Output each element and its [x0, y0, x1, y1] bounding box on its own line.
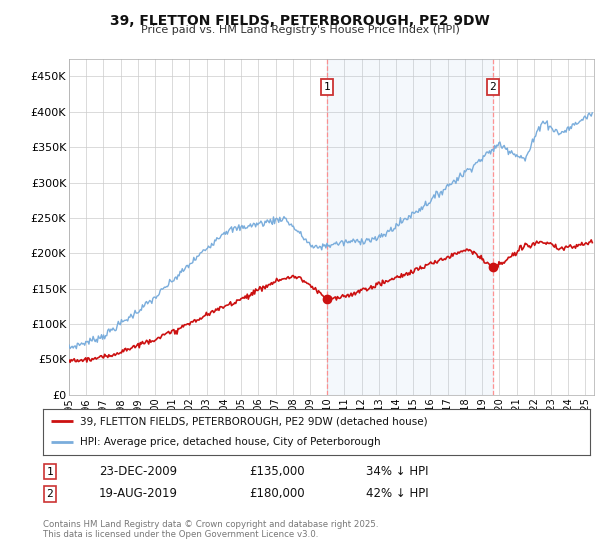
Text: 1: 1 — [323, 82, 330, 92]
Text: 19-AUG-2019: 19-AUG-2019 — [99, 487, 178, 501]
Text: 2: 2 — [490, 82, 496, 92]
Text: 2: 2 — [46, 489, 53, 499]
Text: 23-DEC-2009: 23-DEC-2009 — [99, 465, 177, 478]
Text: 42% ↓ HPI: 42% ↓ HPI — [366, 487, 428, 501]
Bar — [326, 59, 493, 395]
Text: £135,000: £135,000 — [249, 465, 305, 478]
Text: 1: 1 — [46, 466, 53, 477]
Text: HPI: Average price, detached house, City of Peterborough: HPI: Average price, detached house, City… — [80, 437, 381, 447]
Text: 39, FLETTON FIELDS, PETERBOROUGH, PE2 9DW: 39, FLETTON FIELDS, PETERBOROUGH, PE2 9D… — [110, 14, 490, 28]
Text: 34% ↓ HPI: 34% ↓ HPI — [366, 465, 428, 478]
Text: 39, FLETTON FIELDS, PETERBOROUGH, PE2 9DW (detached house): 39, FLETTON FIELDS, PETERBOROUGH, PE2 9D… — [80, 416, 428, 426]
Text: £180,000: £180,000 — [249, 487, 305, 501]
Text: Price paid vs. HM Land Registry's House Price Index (HPI): Price paid vs. HM Land Registry's House … — [140, 25, 460, 35]
Text: Contains HM Land Registry data © Crown copyright and database right 2025.
This d: Contains HM Land Registry data © Crown c… — [43, 520, 379, 539]
